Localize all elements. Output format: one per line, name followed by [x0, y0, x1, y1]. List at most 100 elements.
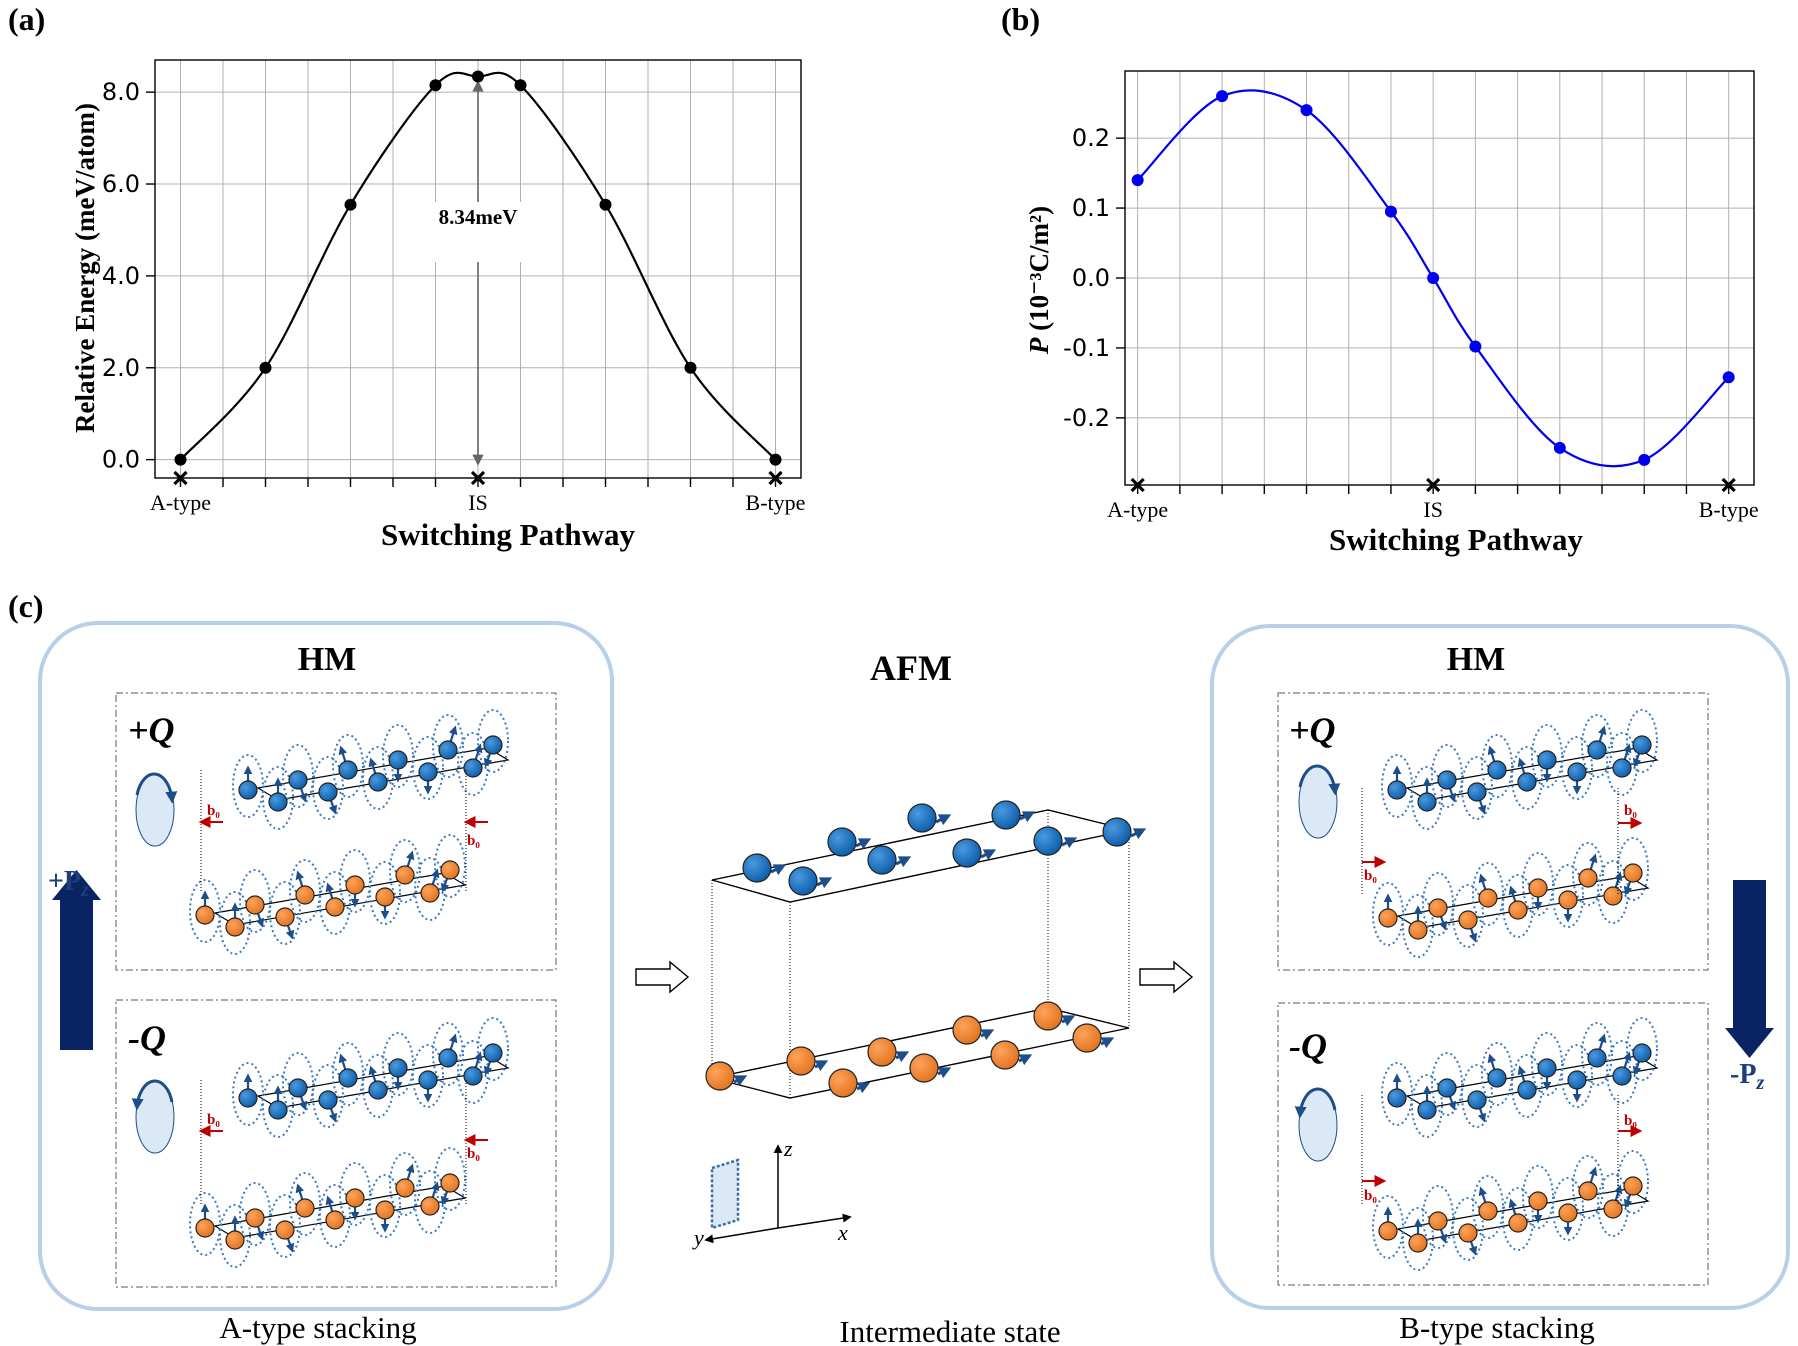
lq-bot-orange-atom-0 [195, 1218, 215, 1238]
rq-bot-orange-ellipse-8 [1502, 1187, 1534, 1251]
ytick-label-8.0: 8.0 [102, 78, 140, 106]
lq-top-blue-atom-4 [438, 740, 458, 760]
lq-bot-blue-ellipse-9 [412, 1044, 444, 1108]
chart-b-xlabel: Switching Pathway [1329, 522, 1584, 557]
afm-top-spin-8 [1130, 828, 1147, 840]
rq-top-orange-atom-9 [1558, 890, 1578, 910]
data-point-7 [1427, 272, 1440, 284]
rq-top-blue-ellipse-3 [1531, 724, 1563, 788]
xtick-label-1: IS [1423, 497, 1443, 522]
rq-bot-blue-atom-7 [1467, 1090, 1487, 1110]
left-bottom-dashed-box [115, 999, 557, 1288]
lq-top-orange-atom-3 [345, 875, 365, 895]
rotation-cw-icon-right [1294, 1087, 1338, 1162]
chart-b-ytick-labels: 0.2 0.1 0.0 -0.1 -0.2 [1063, 124, 1110, 432]
afm-top-atom-0 [742, 853, 772, 883]
afm-bot-spin-4 [937, 1067, 952, 1079]
ytick-label-0.0: 0.0 [102, 446, 140, 474]
afm-top-spin-6 [1019, 811, 1036, 823]
rq-bot-blue-atom-9 [1567, 1070, 1587, 1090]
data-point-4 [344, 198, 357, 211]
lq-bot-blue-atom-10 [463, 1066, 483, 1086]
chart-b-xtick-labels: A-type IS B-type [1107, 497, 1758, 522]
energy-chart: (a) 8.34meV A-type IS B-type 0.0 2.0 4.0 6.0 8… [8, 1, 805, 552]
rq-top-blue-atom-0 [1387, 780, 1407, 800]
rq-bot-orange-atom-1 [1428, 1211, 1448, 1231]
cross-marker-14-stroke2 [1721, 477, 1736, 493]
left-top-dashed-box [115, 692, 557, 971]
chart-a-points [174, 70, 782, 466]
lq-bot-blue-atom-9 [418, 1070, 438, 1090]
lq-bot-orange-ellipse-6 [219, 1204, 251, 1268]
lq-top-b0-left: b₀ [207, 803, 220, 819]
rq-top-orange-atom-0 [1378, 908, 1398, 928]
chart-b-grid [1125, 71, 1754, 485]
afm-bot-spin-8 [1100, 1037, 1115, 1049]
rotation-ccw-icon-right [1298, 764, 1341, 839]
right-polarization-label: -Pz [1730, 1059, 1764, 1094]
ytick-label-0.1: 0.1 [1072, 194, 1110, 222]
rq-top-blue-atom-6 [1417, 792, 1437, 812]
rq-bot-orange-ellipse-4 [1572, 1155, 1604, 1219]
lq-top-blue-ellipse-4 [432, 714, 464, 778]
ytick-label-0.0: 0.0 [1072, 264, 1110, 292]
lq-top-orange-ellipse-7 [269, 881, 301, 945]
lq-top-orange-atom-10 [420, 883, 440, 903]
rq-bot-orange-atom-0 [1378, 1221, 1398, 1241]
rq-top-orange-ellipse-8 [1502, 874, 1534, 938]
left-hm-title: HM [298, 641, 357, 678]
chart-a-annotation: 8.34meV [428, 80, 528, 466]
lq-top-blue-atom-1 [288, 770, 308, 790]
chart-b-cross-markers [1130, 477, 1736, 493]
lq-top-orange-ellipse-2 [289, 859, 321, 923]
lq-bot-orange-atom-1 [245, 1208, 265, 1228]
chart-a-xtick-labels: A-type IS B-type [150, 490, 805, 515]
rq-top-blue-atom-4 [1587, 740, 1607, 760]
cross-marker-7-stroke2 [1426, 477, 1441, 493]
rq-bot-blue-atom-4 [1587, 1048, 1607, 1068]
energy-gap-label: 8.34meV [439, 205, 518, 229]
rq-top-blue-ellipse-5 [1626, 709, 1658, 773]
lq-bot-blue-ellipse-5 [477, 1017, 509, 1081]
afm-bot-atom-6 [990, 1040, 1020, 1070]
lq-top-orange-ellipse-6 [219, 891, 251, 955]
lq-bot-orange-atom-9 [375, 1200, 395, 1220]
afm-bot-spin-6 [1018, 1054, 1033, 1066]
rq-top-orange-atom-6 [1408, 920, 1428, 940]
cross-marker-0-stroke2 [1130, 477, 1145, 493]
rq-top-blue-ellipse-0 [1381, 754, 1413, 818]
chart-a-cross-markers [173, 470, 783, 486]
data-point-2 [1216, 90, 1229, 103]
rq-bot-orange-ellipse-0 [1372, 1195, 1404, 1259]
right-top-q-label: +Q [1289, 710, 1336, 750]
rq-top-blue-atom-5 [1632, 735, 1652, 755]
right-bottom-dashed-box [1277, 1002, 1709, 1286]
lq-top-orange-ellipse-8 [319, 871, 351, 935]
lq-bot-blue-atom-6 [268, 1100, 288, 1120]
lq-top-orange-atom-9 [375, 887, 395, 907]
rq-bot-blue-ellipse-2 [1481, 1042, 1513, 1106]
lq-bot-orange-ellipse-0 [189, 1192, 221, 1256]
afm-top-atom-1 [788, 866, 818, 896]
right-bottom-q-label: -Q [1289, 1026, 1327, 1066]
afm-top-atom-4 [907, 803, 937, 833]
lq-top-blue-ellipse-9 [412, 736, 444, 800]
lq-bot-orange-atom-3 [345, 1188, 365, 1208]
cross-marker-7 [470, 470, 486, 486]
rq-top-orange-atom-4 [1578, 868, 1598, 888]
lq-top-blue-atom-2 [338, 760, 358, 780]
lq-bot-blue-atom-8 [368, 1080, 388, 1100]
cross-marker-14 [1721, 477, 1736, 493]
lq-top-orange-ellipse-3 [339, 849, 371, 913]
afm-top-spin-4 [935, 814, 952, 826]
afm-top-spin-2 [855, 838, 872, 850]
afm-top-spin-0 [770, 864, 787, 876]
cross-marker-7-stroke2 [470, 470, 486, 486]
rq-bot-blue-ellipse-1 [1431, 1052, 1463, 1116]
afm-bot-spin-0 [733, 1075, 748, 1087]
lq-top-orange-atom-7 [275, 907, 295, 927]
rq-bot-blue-ellipse-6 [1411, 1074, 1443, 1138]
lq-bot-b0-right: b₀ [467, 1146, 480, 1162]
lq-bot-b0-left: b₀ [207, 1112, 220, 1128]
